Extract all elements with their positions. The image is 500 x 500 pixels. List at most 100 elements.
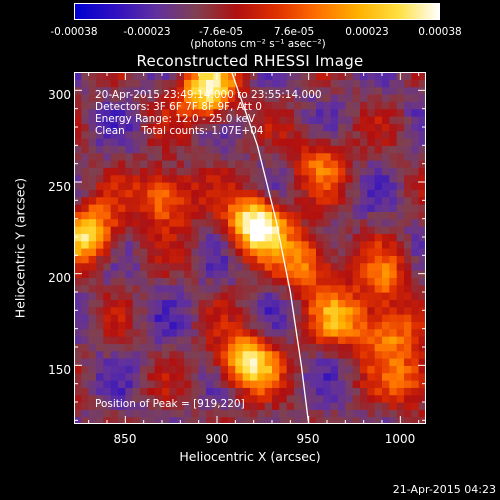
heatmap-cell bbox=[81, 409, 90, 418]
heatmap-cell bbox=[396, 409, 405, 418]
heatmap-cell bbox=[345, 284, 354, 293]
heatmap-cell bbox=[154, 101, 163, 110]
heatmap-cell bbox=[184, 145, 192, 154]
heatmap-cell bbox=[367, 145, 376, 154]
heatmap-cell bbox=[411, 101, 420, 110]
heatmap-cell bbox=[184, 299, 192, 308]
heatmap-cell bbox=[367, 108, 376, 117]
heatmap-cell bbox=[235, 328, 244, 337]
heatmap-cell bbox=[169, 138, 178, 146]
heatmap-cell bbox=[191, 350, 200, 359]
heatmap-cell bbox=[118, 270, 126, 278]
heatmap-cell bbox=[88, 174, 97, 183]
heatmap-cell bbox=[352, 314, 361, 322]
heatmap-cell bbox=[257, 248, 266, 256]
heatmap-cell bbox=[360, 233, 368, 242]
heatmap-cell bbox=[308, 189, 317, 198]
heatmap-cell bbox=[242, 94, 251, 102]
heatmap-cell bbox=[96, 358, 104, 366]
heatmap-cell bbox=[294, 233, 302, 242]
heatmap-cell bbox=[257, 284, 266, 293]
heatmap-cell bbox=[96, 86, 104, 95]
heatmap-cell bbox=[418, 402, 426, 410]
y-tick-label: 250 bbox=[48, 180, 71, 194]
heatmap-cell bbox=[330, 394, 339, 403]
heatmap-cell bbox=[96, 226, 104, 234]
heatmap-cell bbox=[103, 116, 112, 124]
heatmap-cell bbox=[206, 372, 214, 381]
heatmap-cell bbox=[206, 138, 214, 146]
heatmap-cell bbox=[330, 226, 339, 234]
heatmap-cell bbox=[389, 226, 398, 234]
heatmap-cell bbox=[184, 123, 192, 132]
heatmap-cell bbox=[264, 321, 273, 330]
heatmap-cell bbox=[345, 94, 354, 102]
heatmap-cell bbox=[250, 387, 258, 396]
heatmap-cell bbox=[308, 248, 317, 256]
heatmap-cell bbox=[279, 365, 288, 374]
heatmap-cell bbox=[272, 328, 280, 337]
heatmap-cell bbox=[154, 79, 163, 88]
heatmap-cell bbox=[294, 350, 302, 359]
heatmap-cell bbox=[206, 387, 214, 396]
heatmap-cell bbox=[286, 402, 295, 410]
heatmap-cell bbox=[147, 233, 156, 242]
heatmap-cell bbox=[272, 167, 280, 176]
heatmap-cell bbox=[404, 204, 412, 212]
heatmap-cell bbox=[103, 196, 112, 205]
heatmap-cell bbox=[176, 189, 185, 198]
heatmap-cell bbox=[198, 240, 207, 249]
heatmap-cell bbox=[404, 321, 412, 330]
heatmap-cell bbox=[279, 211, 288, 220]
heatmap-cell bbox=[418, 277, 426, 286]
heatmap-cell bbox=[250, 343, 258, 352]
heatmap-cell bbox=[154, 138, 163, 146]
heatmap-cell bbox=[162, 416, 170, 424]
heatmap-cell bbox=[96, 145, 104, 154]
heatmap-cell bbox=[154, 218, 163, 227]
heatmap-cell bbox=[382, 262, 390, 271]
heatmap-cell bbox=[323, 314, 332, 322]
heatmap-cell bbox=[228, 152, 236, 161]
heatmap-cell bbox=[301, 328, 310, 337]
heatmap-cell bbox=[81, 277, 90, 286]
heatmap-cell bbox=[198, 211, 207, 220]
heatmap-cell bbox=[140, 167, 148, 176]
heatmap-cell bbox=[352, 116, 361, 124]
heatmap-cell bbox=[118, 174, 126, 183]
heatmap-cell bbox=[352, 108, 361, 117]
heatmap-cell bbox=[404, 86, 412, 95]
heatmap-cell bbox=[367, 94, 376, 102]
heatmap-cell bbox=[404, 336, 412, 344]
heatmap-cell bbox=[191, 138, 200, 146]
heatmap-cell bbox=[404, 255, 412, 264]
heatmap-cell bbox=[228, 108, 236, 117]
heatmap-cell bbox=[147, 277, 156, 286]
heatmap-cell bbox=[118, 226, 126, 234]
heatmap-cell bbox=[169, 160, 178, 168]
heatmap-cell bbox=[360, 94, 368, 102]
heatmap-cell bbox=[294, 174, 302, 183]
heatmap-cell bbox=[242, 314, 251, 322]
heatmap-cell bbox=[250, 101, 258, 110]
heatmap-cell bbox=[345, 262, 354, 271]
heatmap-cell bbox=[228, 402, 236, 410]
heatmap-cell bbox=[404, 328, 412, 337]
heatmap-cell bbox=[184, 130, 192, 139]
heatmap-cell bbox=[404, 211, 412, 220]
heatmap-cell bbox=[257, 394, 266, 403]
heatmap-cell bbox=[96, 116, 104, 124]
heatmap-cell bbox=[242, 138, 251, 146]
heatmap-cell bbox=[213, 284, 222, 293]
heatmap-cell bbox=[389, 248, 398, 256]
heatmap-cell bbox=[316, 101, 324, 110]
heatmap-cell bbox=[96, 380, 104, 388]
heatmap-cell bbox=[228, 233, 236, 242]
heatmap-cell bbox=[103, 336, 112, 344]
heatmap-cell bbox=[147, 402, 156, 410]
heatmap-cell bbox=[367, 262, 376, 271]
heatmap-cell bbox=[272, 343, 280, 352]
heatmap-cell bbox=[147, 262, 156, 271]
heatmap-cell bbox=[198, 218, 207, 227]
heatmap-cell bbox=[345, 174, 354, 183]
